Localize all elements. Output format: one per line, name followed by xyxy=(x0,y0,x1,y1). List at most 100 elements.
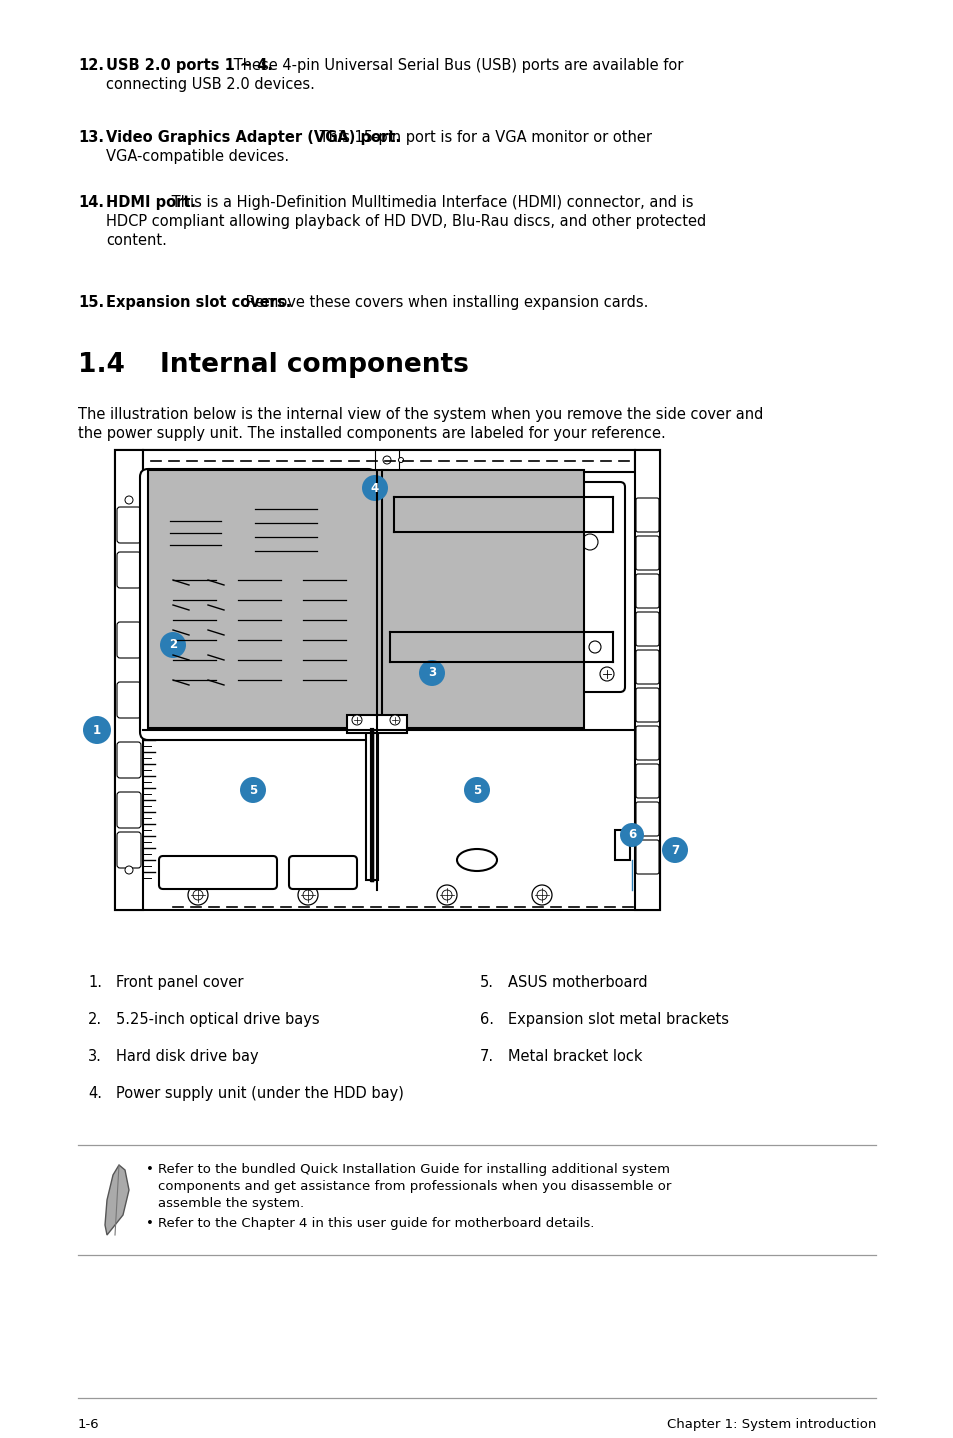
Text: components and get assistance from professionals when you disassemble or: components and get assistance from profe… xyxy=(158,1181,671,1194)
FancyBboxPatch shape xyxy=(117,508,141,544)
Polygon shape xyxy=(105,1165,129,1235)
Text: USB 2.0 ports 1 ~ 4.: USB 2.0 ports 1 ~ 4. xyxy=(106,58,273,73)
FancyBboxPatch shape xyxy=(636,536,659,569)
Circle shape xyxy=(537,890,546,900)
Text: Front panel cover: Front panel cover xyxy=(116,975,243,989)
FancyBboxPatch shape xyxy=(636,764,659,798)
Text: 5: 5 xyxy=(473,784,480,797)
Text: 4: 4 xyxy=(371,482,378,495)
Circle shape xyxy=(390,715,399,725)
Circle shape xyxy=(160,631,186,659)
Bar xyxy=(615,830,629,860)
FancyBboxPatch shape xyxy=(636,650,659,684)
Circle shape xyxy=(188,884,208,905)
FancyBboxPatch shape xyxy=(240,485,332,572)
Text: Refer to the Chapter 4 in this user guide for motherboard details.: Refer to the Chapter 4 in this user guid… xyxy=(158,1217,594,1229)
Text: HDCP compliant allowing playback of HD DVD, Blu-Rau discs, and other protected: HDCP compliant allowing playback of HD D… xyxy=(106,214,705,229)
Text: 15.: 15. xyxy=(78,295,104,311)
FancyBboxPatch shape xyxy=(159,856,276,889)
Circle shape xyxy=(297,884,317,905)
Circle shape xyxy=(361,475,388,500)
Circle shape xyxy=(441,890,452,900)
FancyBboxPatch shape xyxy=(636,840,659,874)
Text: Refer to the bundled Quick Installation Guide for installing additional system: Refer to the bundled Quick Installation … xyxy=(158,1163,669,1176)
Circle shape xyxy=(193,890,203,900)
FancyBboxPatch shape xyxy=(381,482,624,692)
FancyBboxPatch shape xyxy=(117,623,141,659)
Text: 14.: 14. xyxy=(78,196,104,210)
Text: 5: 5 xyxy=(249,784,257,797)
Text: the power supply unit. The installed components are labeled for your reference.: the power supply unit. The installed com… xyxy=(78,426,665,441)
Circle shape xyxy=(532,884,552,905)
Text: Expansion slot covers.: Expansion slot covers. xyxy=(106,295,291,311)
Text: •: • xyxy=(146,1217,153,1229)
Text: 2.: 2. xyxy=(88,1012,102,1027)
Text: 7.: 7. xyxy=(479,1048,494,1064)
Text: 5.: 5. xyxy=(479,975,494,989)
Circle shape xyxy=(377,636,388,646)
Text: 6.: 6. xyxy=(479,1012,494,1027)
Circle shape xyxy=(352,715,361,725)
Text: This is a High-Definition Mulltimedia Interface (HDMI) connector, and is: This is a High-Definition Mulltimedia In… xyxy=(168,196,693,210)
Circle shape xyxy=(432,613,452,631)
Circle shape xyxy=(83,716,111,743)
Text: 12.: 12. xyxy=(78,58,104,73)
FancyBboxPatch shape xyxy=(117,792,141,828)
Circle shape xyxy=(432,532,452,552)
Text: 7: 7 xyxy=(670,844,679,857)
Text: Chapter 1: System introduction: Chapter 1: System introduction xyxy=(666,1418,875,1431)
FancyBboxPatch shape xyxy=(289,856,356,889)
Circle shape xyxy=(619,823,643,847)
Text: ASUS motherboard: ASUS motherboard xyxy=(507,975,647,989)
Circle shape xyxy=(303,890,313,900)
FancyBboxPatch shape xyxy=(636,726,659,761)
Bar xyxy=(366,731,377,880)
Text: assemble the system.: assemble the system. xyxy=(158,1196,304,1209)
FancyBboxPatch shape xyxy=(636,498,659,532)
Circle shape xyxy=(599,667,614,682)
Text: This 15-pin port is for a VGA monitor or other: This 15-pin port is for a VGA monitor or… xyxy=(314,129,652,145)
Circle shape xyxy=(581,533,598,549)
Circle shape xyxy=(406,641,417,653)
FancyBboxPatch shape xyxy=(636,687,659,722)
Text: 1.: 1. xyxy=(88,975,102,989)
Text: Metal bracket lock: Metal bracket lock xyxy=(507,1048,641,1064)
Text: Internal components: Internal components xyxy=(160,352,468,378)
Text: content.: content. xyxy=(106,233,167,247)
FancyBboxPatch shape xyxy=(140,469,375,741)
Text: Power supply unit (under the HDD bay): Power supply unit (under the HDD bay) xyxy=(116,1086,403,1102)
Text: Expansion slot metal brackets: Expansion slot metal brackets xyxy=(507,1012,728,1027)
Bar xyxy=(381,470,583,728)
Text: These 4-pin Universal Serial Bus (USB) ports are available for: These 4-pin Universal Serial Bus (USB) p… xyxy=(229,58,682,73)
Circle shape xyxy=(661,837,687,863)
FancyBboxPatch shape xyxy=(636,574,659,608)
Text: The illustration below is the internal view of the system when you remove the si: The illustration below is the internal v… xyxy=(78,407,762,421)
FancyBboxPatch shape xyxy=(117,682,141,718)
Circle shape xyxy=(436,884,456,905)
FancyBboxPatch shape xyxy=(117,552,141,588)
Circle shape xyxy=(240,777,266,802)
Circle shape xyxy=(396,613,416,631)
Circle shape xyxy=(125,496,132,503)
Text: connecting USB 2.0 devices.: connecting USB 2.0 devices. xyxy=(106,78,314,92)
Ellipse shape xyxy=(456,848,497,871)
Text: 6: 6 xyxy=(627,828,636,841)
FancyBboxPatch shape xyxy=(117,742,141,778)
Circle shape xyxy=(588,641,600,653)
Text: 4.: 4. xyxy=(88,1086,102,1102)
Bar xyxy=(143,450,635,472)
Circle shape xyxy=(418,660,444,686)
Text: 3: 3 xyxy=(428,666,436,680)
Circle shape xyxy=(432,572,452,592)
Bar xyxy=(375,450,398,472)
Text: 13.: 13. xyxy=(78,129,104,145)
FancyBboxPatch shape xyxy=(636,613,659,646)
Circle shape xyxy=(396,572,416,592)
Circle shape xyxy=(396,532,416,552)
Circle shape xyxy=(382,456,391,464)
Bar xyxy=(347,715,407,733)
Text: Video Graphics Adapter (VGA) port.: Video Graphics Adapter (VGA) port. xyxy=(106,129,400,145)
Text: 1.4: 1.4 xyxy=(78,352,125,378)
Circle shape xyxy=(398,457,403,463)
Text: 5.25-inch optical drive bays: 5.25-inch optical drive bays xyxy=(116,1012,319,1027)
